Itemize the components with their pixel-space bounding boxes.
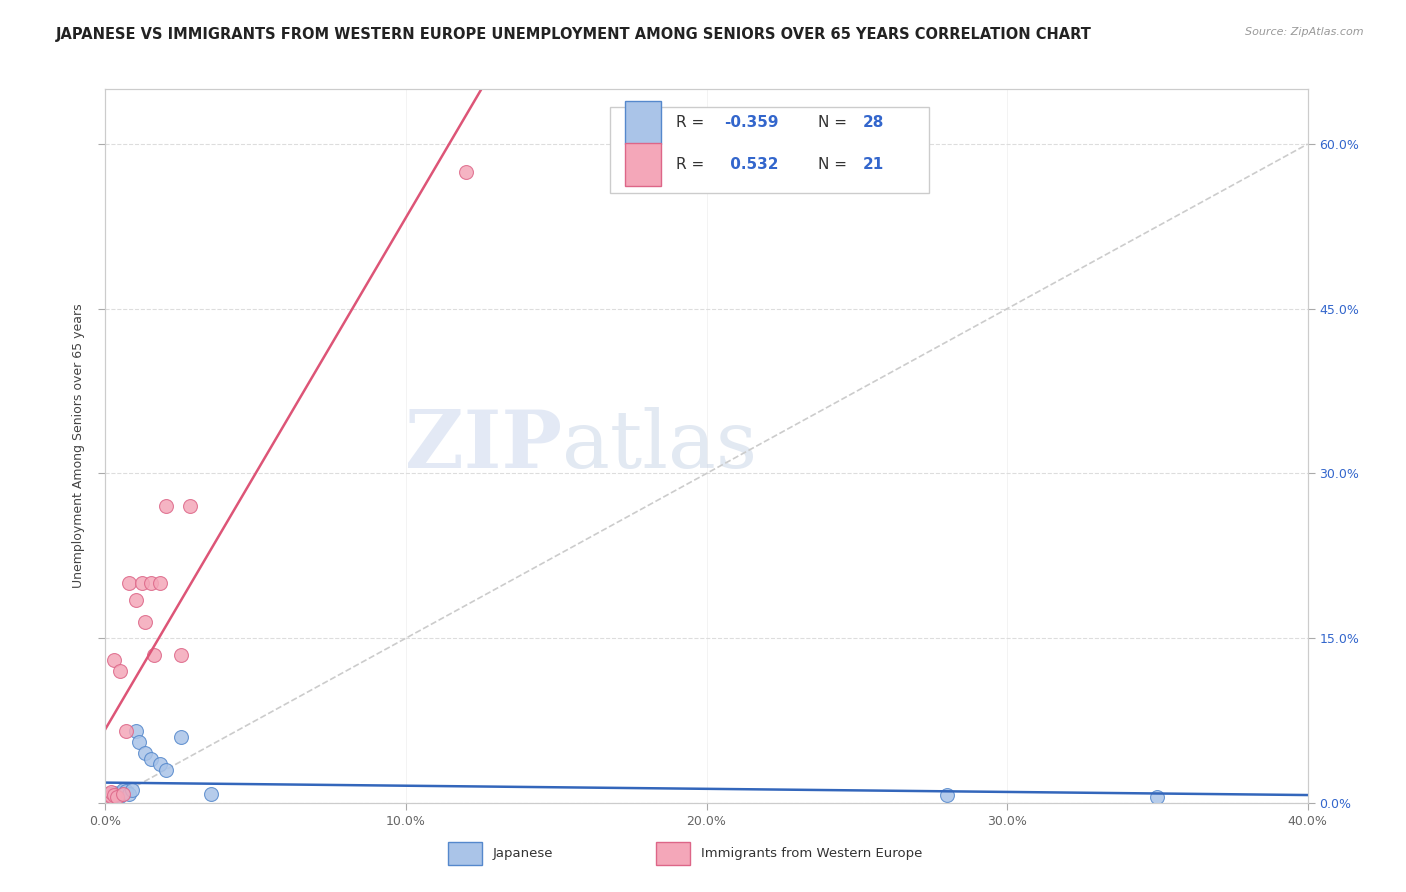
Point bbox=[1146, 790, 1168, 805]
Point bbox=[100, 790, 122, 805]
Text: N =: N = bbox=[818, 157, 852, 171]
Point bbox=[155, 763, 177, 777]
Point bbox=[179, 500, 201, 514]
Point bbox=[103, 788, 125, 802]
Point bbox=[97, 787, 120, 801]
Text: 0.532: 0.532 bbox=[724, 157, 778, 171]
Point bbox=[97, 790, 120, 805]
Point bbox=[97, 790, 120, 805]
Text: Source: ZipAtlas.com: Source: ZipAtlas.com bbox=[1246, 27, 1364, 37]
Point bbox=[100, 789, 122, 804]
Point bbox=[110, 664, 132, 678]
Point bbox=[155, 500, 177, 514]
Point bbox=[103, 653, 125, 667]
Text: N =: N = bbox=[818, 115, 852, 130]
Point bbox=[118, 787, 141, 801]
Point bbox=[200, 787, 222, 801]
Point bbox=[110, 787, 132, 801]
Point bbox=[936, 788, 959, 802]
Point bbox=[112, 785, 135, 799]
Text: 21: 21 bbox=[863, 157, 884, 171]
Point bbox=[142, 648, 165, 662]
Point bbox=[112, 787, 135, 801]
Text: JAPANESE VS IMMIGRANTS FROM WESTERN EUROPE UNEMPLOYMENT AMONG SENIORS OVER 65 YE: JAPANESE VS IMMIGRANTS FROM WESTERN EURO… bbox=[56, 27, 1092, 42]
Text: Immigrants from Western Europe: Immigrants from Western Europe bbox=[700, 847, 922, 860]
Point bbox=[148, 757, 170, 772]
Point bbox=[97, 787, 120, 801]
Point bbox=[118, 576, 141, 591]
Point bbox=[454, 164, 477, 178]
Bar bbox=[624, 102, 661, 145]
Point bbox=[131, 576, 153, 591]
Y-axis label: Unemployment Among Seniors over 65 years: Unemployment Among Seniors over 65 years bbox=[72, 303, 86, 589]
Bar bbox=[624, 143, 661, 186]
Text: 28: 28 bbox=[863, 115, 884, 130]
Bar bbox=[449, 842, 482, 865]
Text: -0.359: -0.359 bbox=[724, 115, 779, 130]
Text: atlas: atlas bbox=[562, 407, 758, 485]
Point bbox=[115, 724, 138, 739]
Point bbox=[134, 747, 156, 761]
Point bbox=[115, 783, 138, 797]
Text: R =: R = bbox=[676, 157, 710, 171]
Point bbox=[139, 576, 162, 591]
Point bbox=[103, 789, 125, 804]
Point bbox=[107, 790, 129, 805]
Point bbox=[100, 787, 122, 801]
Text: R =: R = bbox=[676, 115, 710, 130]
Point bbox=[97, 788, 120, 802]
Point bbox=[103, 786, 125, 800]
Point bbox=[148, 576, 170, 591]
Point bbox=[103, 788, 125, 802]
Point bbox=[134, 615, 156, 629]
Point bbox=[169, 730, 191, 744]
Point bbox=[121, 782, 143, 797]
Point bbox=[100, 789, 122, 804]
Point bbox=[128, 735, 150, 749]
Point bbox=[139, 752, 162, 766]
Point bbox=[112, 782, 135, 797]
Text: ZIP: ZIP bbox=[405, 407, 562, 485]
Bar bbox=[610, 107, 929, 193]
Point bbox=[97, 789, 120, 804]
Point bbox=[124, 592, 146, 607]
Point bbox=[100, 785, 122, 799]
Point bbox=[124, 724, 146, 739]
Point bbox=[107, 788, 129, 802]
Point bbox=[110, 789, 132, 804]
Text: Japanese: Japanese bbox=[492, 847, 553, 860]
Point bbox=[169, 648, 191, 662]
Bar bbox=[657, 842, 690, 865]
